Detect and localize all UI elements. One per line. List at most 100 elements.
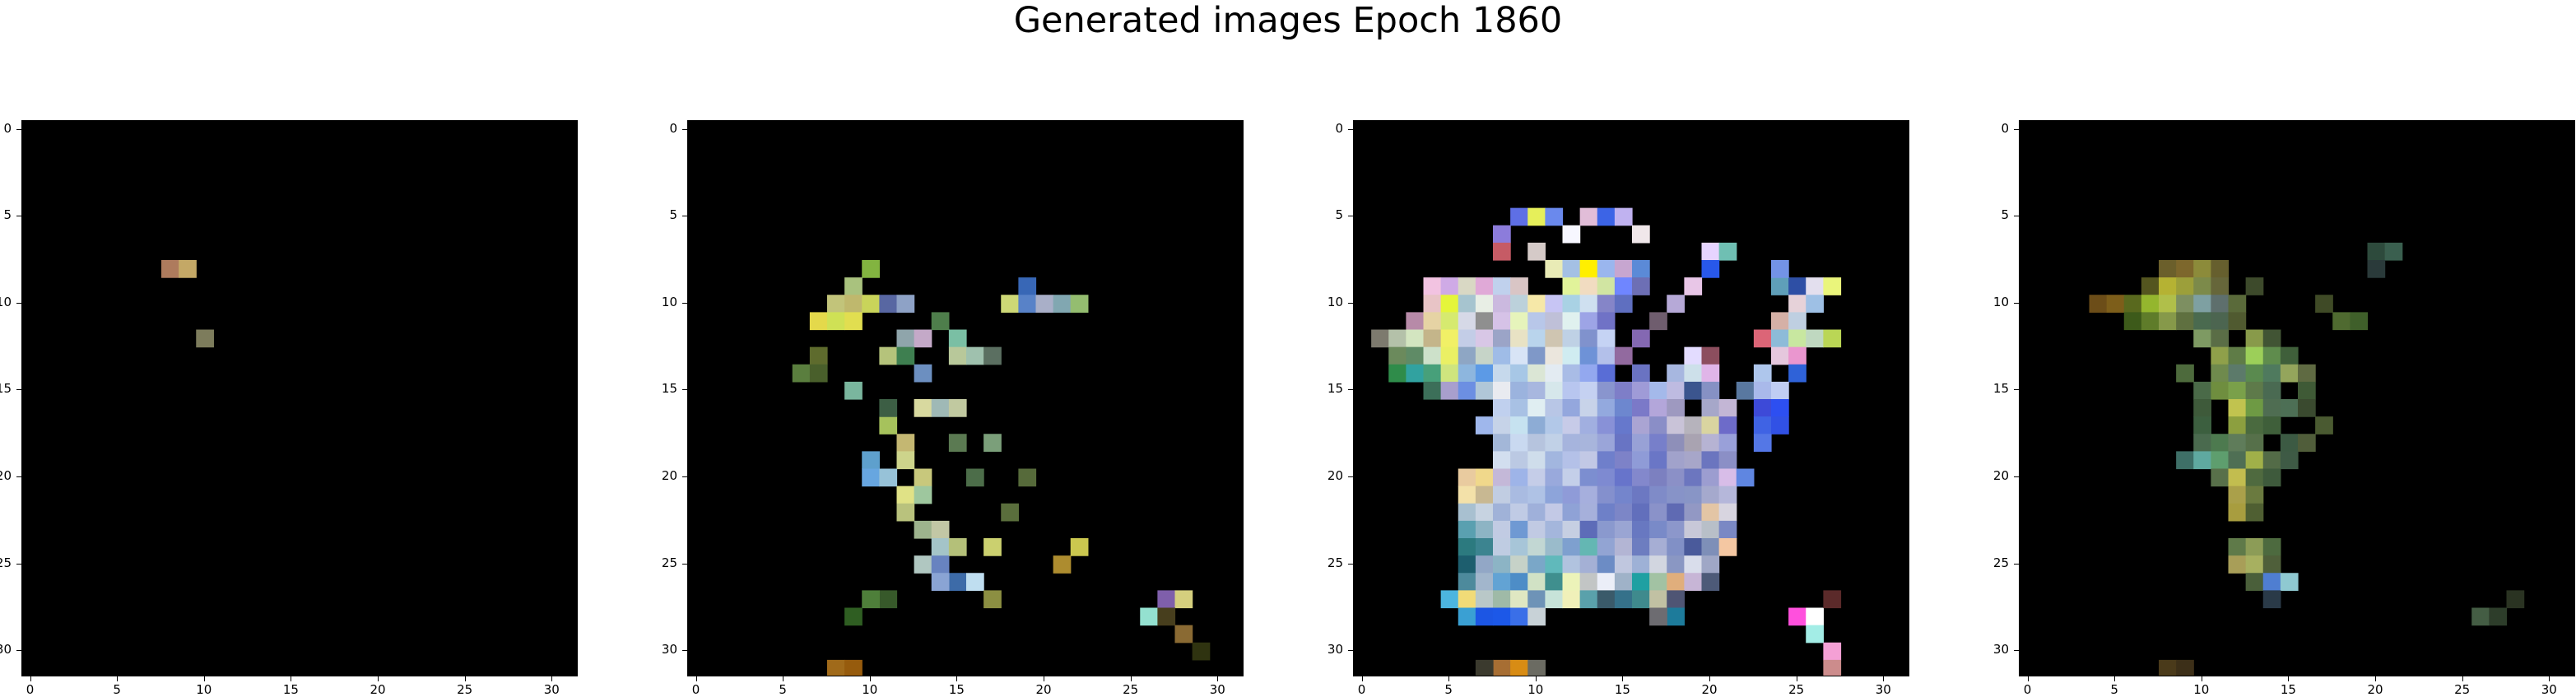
pixel [1649, 607, 1667, 626]
pixel [2176, 364, 2194, 383]
pixel [1579, 399, 1598, 417]
x-tick-label: 20 [370, 682, 386, 697]
pixel [1806, 607, 1824, 626]
pixel [2262, 573, 2281, 591]
pixel [1823, 642, 1842, 661]
pixel [1440, 381, 1459, 400]
pixel [2211, 434, 2230, 452]
pixel [1667, 590, 1685, 609]
pixel [1684, 538, 1703, 556]
pixel [2298, 434, 2316, 452]
pixel [1545, 555, 1564, 574]
pixel [1423, 295, 1442, 313]
y-tick-label: 30 [661, 642, 677, 658]
pixel [2262, 451, 2281, 470]
pixel [914, 468, 932, 487]
pixel [1510, 451, 1528, 470]
pixel [1649, 381, 1667, 400]
pixel [2193, 329, 2211, 348]
y-tick-label: 20 [1327, 468, 1343, 484]
y-tick-label: 10 [1327, 294, 1343, 309]
pixel [2280, 346, 2299, 365]
pixel [1579, 538, 1598, 556]
pixel [2384, 242, 2403, 261]
pixel [2159, 277, 2177, 295]
pixel [1597, 538, 1616, 556]
figure-suptitle: Generated images Epoch 1860 [1013, 0, 1563, 41]
pixel [1388, 346, 1407, 365]
pixel [1527, 520, 1546, 539]
pixel [1493, 242, 1511, 261]
x-tick-mark [1448, 676, 1450, 681]
pixel [1527, 503, 1546, 522]
pixel [1788, 346, 1806, 365]
pixel [1649, 520, 1667, 539]
x-tick-mark [1709, 676, 1711, 681]
pixel [1632, 381, 1650, 400]
pixel [1493, 225, 1511, 244]
pixel [1406, 346, 1425, 365]
pixel [931, 312, 950, 331]
pixel [879, 468, 898, 487]
pixel [1545, 399, 1564, 417]
pixel [2262, 399, 2281, 417]
pixel [1406, 364, 1425, 383]
pixel [2193, 312, 2211, 331]
pixel [1562, 277, 1581, 295]
pixel [1701, 416, 1720, 434]
x-tick-label: 5 [2110, 682, 2118, 697]
pixel [1579, 486, 1598, 504]
pixel [1545, 451, 1564, 470]
pixel [1649, 399, 1667, 417]
pixel [1579, 295, 1598, 313]
pixel [1684, 503, 1703, 522]
pixel [1649, 451, 1667, 470]
pixel [1440, 312, 1459, 331]
pixel [1823, 659, 1842, 676]
pixel [1667, 416, 1685, 434]
pixel [1667, 434, 1685, 452]
pixel [1018, 295, 1037, 313]
pixel [1510, 312, 1528, 331]
pixel [1440, 277, 1459, 295]
pixel [2228, 295, 2247, 313]
pixel [1562, 503, 1581, 522]
pixel [1458, 312, 1476, 331]
pixel [1753, 416, 1772, 434]
pixel [1423, 346, 1442, 365]
pixel [1597, 503, 1616, 522]
pixel [1649, 590, 1667, 609]
pixel [1475, 329, 1494, 348]
pixel [2176, 260, 2194, 278]
pixel [1440, 295, 1459, 313]
y-tick-label: 10 [661, 294, 677, 309]
pixel [1701, 381, 1720, 400]
pixel [1667, 468, 1685, 487]
pixel [1788, 329, 1806, 348]
pixel [931, 520, 950, 539]
pixel [1458, 364, 1476, 383]
pixel [1493, 434, 1511, 452]
pixel [1597, 329, 1616, 348]
pixel [2159, 260, 2177, 278]
pixel [1701, 346, 1720, 365]
pixel [827, 295, 845, 313]
x-tick-label: 0 [26, 682, 35, 697]
pixel [1632, 225, 1650, 244]
pixel [1701, 573, 1720, 591]
pixel [1475, 312, 1494, 331]
pixel [1475, 538, 1494, 556]
pixel [2211, 277, 2230, 295]
y-tick-label: 25 [0, 555, 12, 570]
pixel [1579, 503, 1598, 522]
pixel [2211, 329, 2230, 348]
pixel [1527, 451, 1546, 470]
x-tick-label: 10 [196, 682, 212, 697]
pixel [1667, 555, 1685, 574]
y-tick-mark [16, 650, 21, 652]
y-tick-mark [16, 389, 21, 391]
pixel [2280, 399, 2299, 417]
pixel [809, 346, 828, 365]
pixel [1545, 590, 1564, 609]
pixel [1440, 590, 1459, 609]
